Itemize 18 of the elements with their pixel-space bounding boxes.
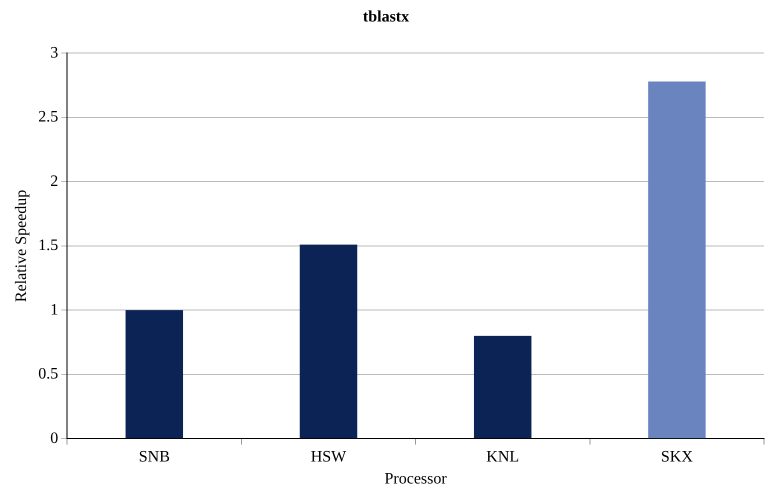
y-tick-label: 0 [50, 430, 58, 447]
x-tick-label: KNL [486, 448, 520, 466]
y-tick-label: 1 [50, 301, 58, 318]
chart-title: tblastx [362, 8, 410, 26]
x-tick-label: HSW [310, 448, 348, 466]
x-tick-label: SNB [138, 448, 170, 466]
bar [474, 336, 532, 438]
bar [648, 81, 706, 438]
y-tick-label: 0.5 [38, 366, 58, 383]
bar [126, 310, 184, 438]
y-tick-label: 3 [50, 44, 58, 62]
x-axis-title: Processor [384, 470, 448, 488]
y-axis-title: Relative Speedup [12, 190, 30, 302]
y-tick-label: 1.5 [38, 237, 58, 254]
bar [300, 244, 358, 438]
y-tick-label: 2 [50, 172, 58, 190]
x-tick-label: SKX [660, 448, 694, 466]
y-tick-label: 2.5 [38, 108, 58, 126]
